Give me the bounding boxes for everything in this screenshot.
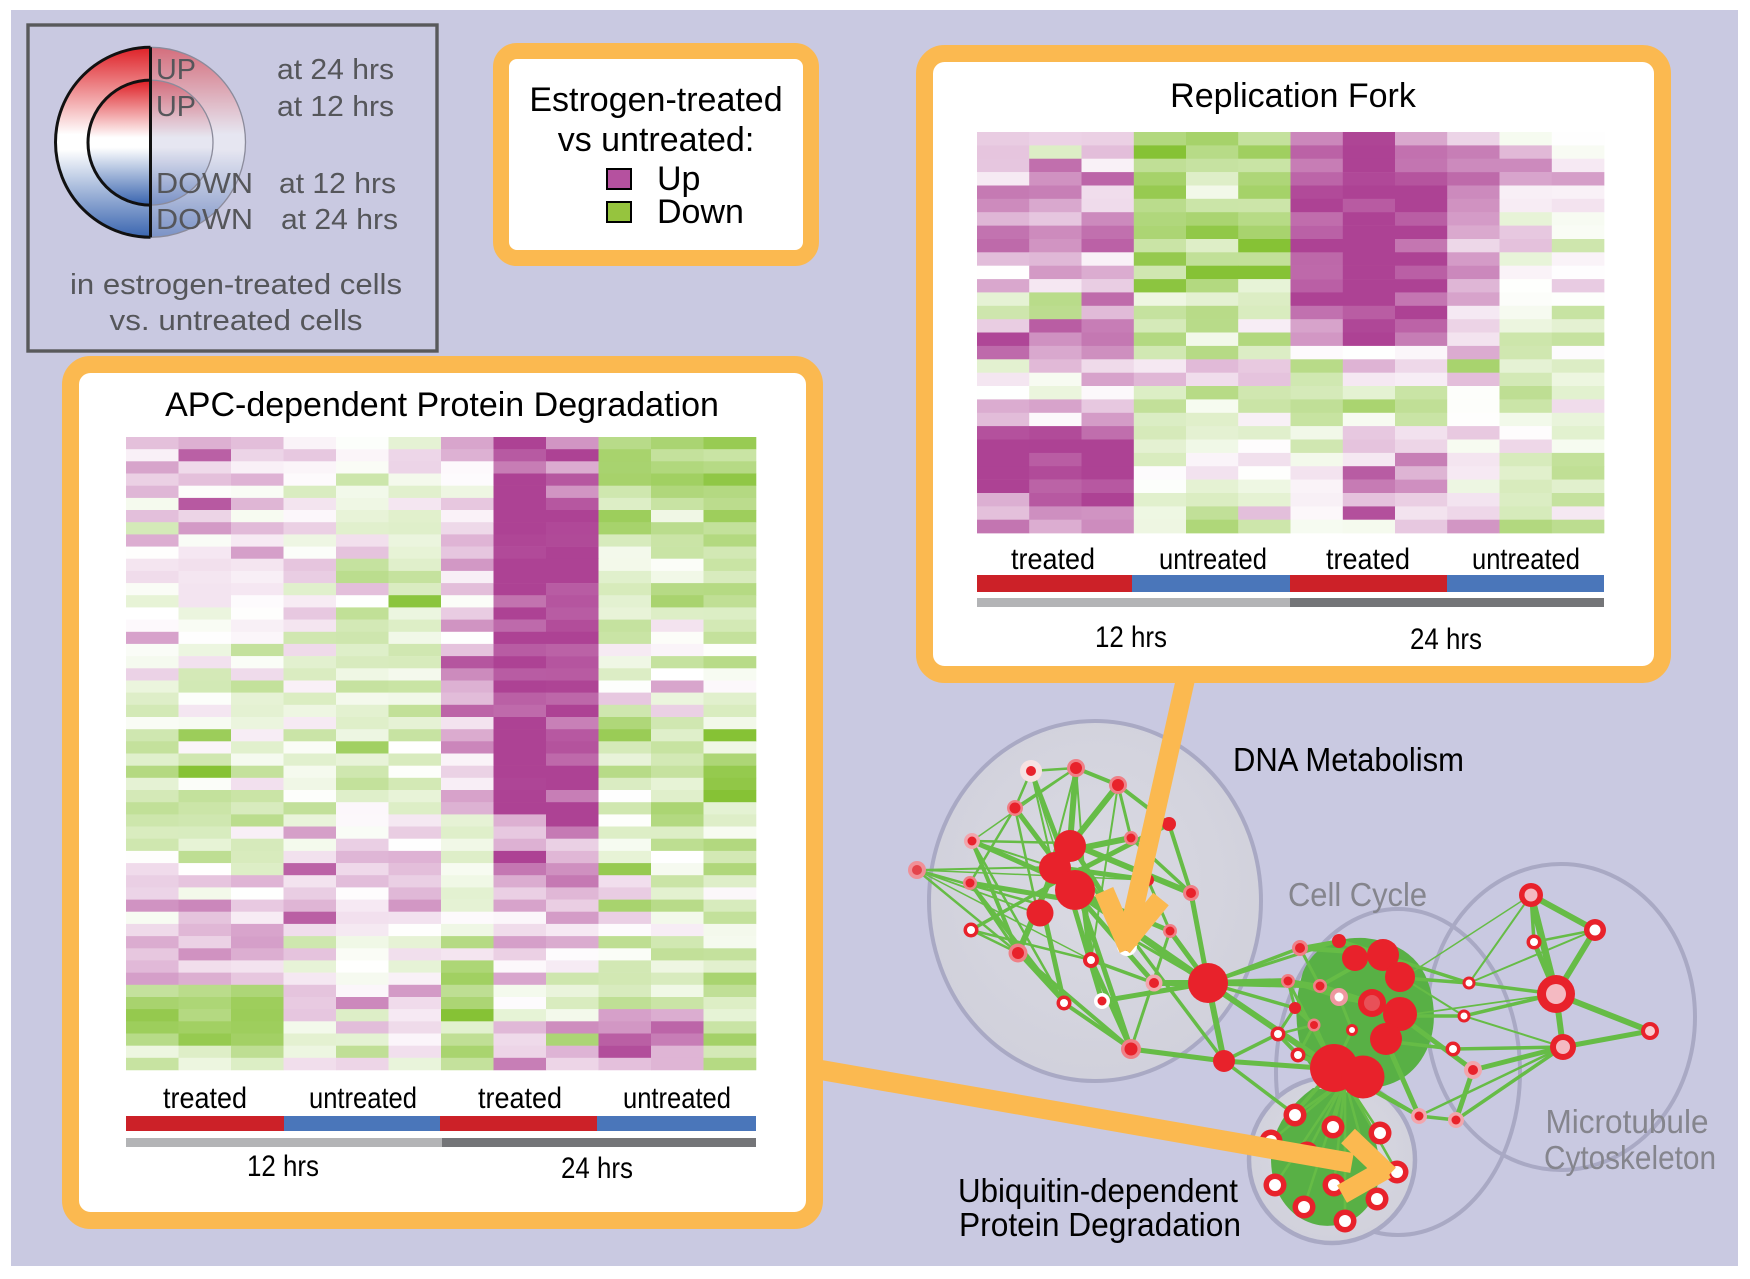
svg-text:UP: UP	[156, 91, 196, 123]
svg-text:Down: Down	[657, 193, 744, 231]
svg-text:at 12 hrs: at 12 hrs	[279, 168, 396, 200]
svg-text:APC-dependent Protein Degradat: APC-dependent Protein Degradation	[165, 386, 719, 424]
svg-text:untreated: untreated	[309, 1082, 417, 1115]
svg-text:Microtubule: Microtubule	[1546, 1103, 1709, 1140]
svg-text:treated: treated	[1326, 543, 1410, 576]
svg-text:DOWN: DOWN	[156, 168, 253, 200]
svg-text:vs. untreated cells: vs. untreated cells	[110, 305, 363, 337]
svg-text:DNA Metabolism: DNA Metabolism	[1233, 741, 1464, 778]
svg-text:Ubiquitin-dependent: Ubiquitin-dependent	[958, 1172, 1238, 1209]
svg-text:Replication Fork: Replication Fork	[1170, 77, 1417, 115]
svg-text:untreated: untreated	[1472, 543, 1580, 576]
svg-text:in estrogen-treated cells: in estrogen-treated cells	[70, 269, 402, 301]
svg-text:at 24 hrs: at 24 hrs	[277, 54, 394, 86]
svg-text:at 12 hrs: at 12 hrs	[277, 91, 394, 123]
svg-text:12 hrs: 12 hrs	[1095, 621, 1167, 654]
svg-text:UP: UP	[156, 54, 196, 86]
svg-text:24 hrs: 24 hrs	[561, 1152, 633, 1185]
svg-text:untreated: untreated	[623, 1082, 731, 1115]
svg-text:12 hrs: 12 hrs	[247, 1150, 319, 1183]
svg-text:treated: treated	[1011, 543, 1095, 576]
svg-text:treated: treated	[478, 1082, 562, 1115]
svg-text:Cell Cycle: Cell Cycle	[1288, 876, 1427, 913]
svg-text:DOWN: DOWN	[156, 204, 253, 236]
svg-text:Estrogen-treated: Estrogen-treated	[529, 81, 782, 119]
svg-text:Protein Degradation: Protein Degradation	[959, 1206, 1241, 1243]
svg-text:at 24 hrs: at 24 hrs	[281, 204, 398, 236]
svg-text:Up: Up	[657, 160, 700, 198]
svg-text:24 hrs: 24 hrs	[1410, 623, 1482, 656]
svg-text:Cytoskeleton: Cytoskeleton	[1544, 1139, 1716, 1176]
svg-text:untreated: untreated	[1159, 543, 1267, 576]
svg-text:vs untreated:: vs untreated:	[558, 121, 755, 159]
svg-text:treated: treated	[163, 1082, 247, 1115]
